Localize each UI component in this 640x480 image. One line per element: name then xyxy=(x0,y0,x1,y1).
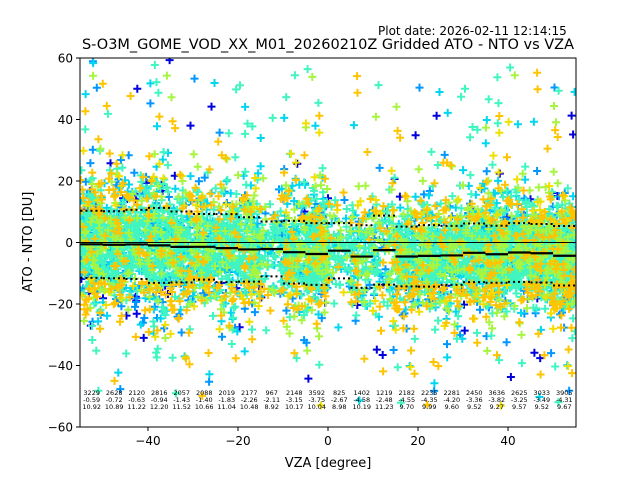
bin-label-means: -1.40 xyxy=(196,396,213,404)
bin-label-means: -3.15 xyxy=(286,396,303,404)
mean-line xyxy=(80,243,576,258)
y-axis: 60 40 20 0 −20 −40 −60 xyxy=(48,52,80,435)
bin-label-stds: 9.99 xyxy=(422,403,436,411)
bin-label-counts: 2019 xyxy=(218,389,235,397)
bin-label-stds: 9.52 xyxy=(467,403,481,411)
x-tick-label: 0 xyxy=(324,434,332,448)
y-tick-label: −20 xyxy=(48,298,73,312)
bin-label-stds: 11.22 xyxy=(127,403,146,411)
bin-label-stds: 9.57 xyxy=(512,403,526,411)
bin-label-means: -2.48 xyxy=(376,396,393,404)
x-tick-label: −40 xyxy=(135,434,160,448)
x-tick-label: −20 xyxy=(225,434,250,448)
bin-label-counts: 1219 xyxy=(376,389,393,397)
bin-label-stds: 9.60 xyxy=(445,403,459,411)
bin-label-counts: 825 xyxy=(333,389,345,397)
bin-stat-labels: 3229-0.5910.922628-0.7210.892120-0.6311.… xyxy=(82,389,572,411)
bin-label-stds: 11.52 xyxy=(172,403,191,411)
bin-label-means: -0.72 xyxy=(106,396,123,404)
bin-label-means: -4.35 xyxy=(421,396,438,404)
bin-label-stds: 10.66 xyxy=(195,403,214,411)
bin-label-means: -4.55 xyxy=(398,396,415,404)
bin-label-counts: 1402 xyxy=(353,389,370,397)
bin-label-counts: 2628 xyxy=(106,389,123,397)
bin-label-stds: 9.67 xyxy=(557,403,571,411)
bin-label-counts: 2088 xyxy=(196,389,213,397)
bin-label-counts: 2120 xyxy=(128,389,145,397)
bin-label-means: -3.25 xyxy=(511,396,528,404)
y-tick-label: 0 xyxy=(65,236,73,250)
bin-label-means: -3.36 xyxy=(466,396,483,404)
bin-label-counts: 2057 xyxy=(173,389,190,397)
bin-label-means: -3.82 xyxy=(488,396,505,404)
bin-label-counts: 3229 xyxy=(83,389,100,397)
scatter-points xyxy=(80,58,576,410)
y-axis-label: ATO - NTO [DU] xyxy=(21,192,36,293)
bin-label-means: -0.63 xyxy=(128,396,145,404)
bin-label-means: -4.31 xyxy=(556,396,573,404)
y-tick-label: 60 xyxy=(58,52,73,66)
plot-date: Plot date: 2026-02-11 12:14:15 xyxy=(378,24,567,38)
bin-label-stds: 9.70 xyxy=(400,403,414,411)
stat-lines xyxy=(80,206,576,289)
bin-label-counts: 3636 xyxy=(489,389,506,397)
bin-label-stds: 8.92 xyxy=(264,403,278,411)
upper-std-line xyxy=(80,206,576,228)
bin-label-stds: 10.48 xyxy=(240,403,259,411)
bin-label-counts: 3592 xyxy=(308,389,325,397)
bin-label-counts: 2450 xyxy=(466,389,483,397)
bin-label-stds: 9.27 xyxy=(490,403,504,411)
bin-label-stds: 10.19 xyxy=(352,403,371,411)
y-tick-label: −60 xyxy=(48,421,73,435)
bin-label-means: -3.75 xyxy=(308,396,325,404)
x-axis-label: VZA [degree] xyxy=(285,456,372,471)
bin-label-counts: 2281 xyxy=(444,389,461,397)
bin-label-stds: 10.92 xyxy=(82,403,101,411)
y-tick-label: 20 xyxy=(58,175,73,189)
chart-title: S-O3M_GOME_VOD_XX_M01_20260210Z Gridded … xyxy=(82,37,574,53)
bin-label-counts: 2235 xyxy=(421,389,438,397)
bin-label-means: -3.49 xyxy=(533,396,550,404)
bin-label-means: -1.43 xyxy=(173,396,190,404)
y-tick-label: 40 xyxy=(58,113,73,127)
bin-label-means: -2.11 xyxy=(263,396,280,404)
x-tick-label: 20 xyxy=(410,434,425,448)
bin-label-stds: 10.89 xyxy=(105,403,124,411)
x-axis: −40 −20 0 20 40 xyxy=(135,427,516,448)
x-tick-label: 40 xyxy=(500,434,515,448)
bin-label-counts: 2625 xyxy=(511,389,528,397)
bin-label-counts: 2148 xyxy=(286,389,303,397)
bin-label-stds: 12.20 xyxy=(150,403,169,411)
bin-label-counts: 2177 xyxy=(241,389,258,397)
bin-label-counts: 2182 xyxy=(398,389,415,397)
bin-label-counts: 967 xyxy=(266,389,278,397)
y-tick-label: −40 xyxy=(48,359,73,373)
bin-label-stds: 8.98 xyxy=(332,403,346,411)
bin-label-means: -4.20 xyxy=(443,396,460,404)
bin-label-stds: 10.17 xyxy=(285,403,304,411)
bin-label-stds: 9.52 xyxy=(535,403,549,411)
bin-label-counts: 3033 xyxy=(534,389,551,397)
bin-label-means: -0.59 xyxy=(83,396,100,404)
bin-label-means: -1.83 xyxy=(218,396,235,404)
bin-label-counts: 2816 xyxy=(151,389,168,397)
bin-label-stds: 11.04 xyxy=(217,403,236,411)
bin-label-stds: 10.04 xyxy=(307,403,326,411)
bin-label-means: -0.94 xyxy=(151,396,168,404)
lower-std-line xyxy=(80,275,576,289)
bin-label-means: -2.26 xyxy=(241,396,258,404)
bin-label-means: -2.67 xyxy=(331,396,348,404)
bin-label-stds: 11.23 xyxy=(375,403,394,411)
bin-label-means: -4.58 xyxy=(353,396,370,404)
bin-label-counts: 3905 xyxy=(556,389,573,397)
